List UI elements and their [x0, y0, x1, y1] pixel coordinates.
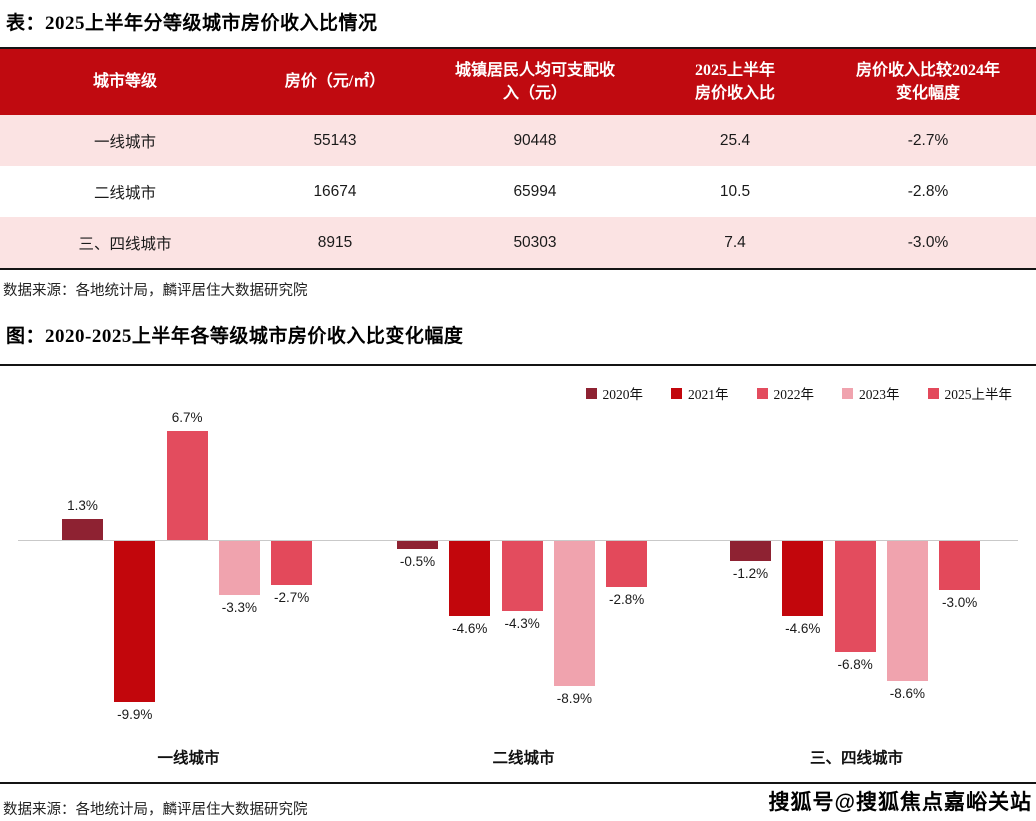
table-cell: 二线城市 [93, 184, 156, 202]
bar-2022年-二线城市 [501, 541, 543, 612]
legend-label: 2025上半年 [944, 387, 1013, 402]
table-cell: 三、四线城市 [78, 235, 172, 253]
bar-2020年-一线城市 [62, 518, 103, 540]
bar-chart-area: 2020年 2021年 2022年 2023年 2025上半年 1.3% -0.5% -1.… [0, 368, 1036, 782]
table-header-cell: 房价收入比较2024年 变化幅度 [820, 48, 1036, 115]
bar-2021年-二线城市 [449, 541, 491, 616]
legend-label: 2021年 [688, 387, 729, 402]
price-income-table: 城市等级 房价（元/㎡） 城镇居民人均可支配收 入（元） 2025上半年 房价收入比房… [0, 47, 1036, 270]
table-row: 二线城市 16674 65994 10.5 -2.8% [0, 166, 1036, 217]
bar-2021年-三、四线城市 [782, 541, 824, 616]
legend-label: 2020年 [602, 387, 644, 402]
table-cell: 65994 [513, 182, 557, 200]
legend-swatch [842, 387, 853, 399]
watermark-text: 搜狐号@搜狐焦点嘉峪关站 [768, 791, 1032, 814]
bar-value-label: -8.9% [556, 691, 593, 707]
bar-value-label: -2.7% [274, 590, 310, 605]
bar-value-label: -6.8% [837, 656, 873, 672]
table-row: 一线城市 55143 90448 25.4 -2.7% [0, 115, 1036, 166]
bar-2025上半年-一线城市 [271, 541, 313, 585]
table-cell: 16674 [313, 182, 357, 200]
legend-item: 2025上半年 [927, 383, 1013, 403]
bar-value-label: -2.8% [609, 591, 645, 607]
table-header-cell: 2025上半年 房价收入比 [650, 48, 820, 115]
chart-source-note: 数据来源：各地统计局，麟评居住大数据研究院 [3, 802, 308, 818]
bar-value-label: -4.6% [785, 620, 821, 636]
bar-2023年-一线城市 [218, 541, 260, 595]
category-label: 三、四线城市 [809, 750, 903, 767]
bar-value-label: 6.7% [171, 409, 203, 425]
table-cell: 90448 [513, 131, 557, 149]
bar-2020年-三、四线城市 [730, 541, 771, 561]
bar-value-label: -0.5% [399, 554, 436, 570]
legend-swatch [756, 387, 768, 399]
bar-value-label: -8.6% [889, 686, 926, 702]
bar-2022年-三、四线城市 [834, 541, 876, 652]
bar-value-label: -4.6% [452, 620, 488, 636]
table-cell: -3.0% [907, 233, 949, 251]
legend-swatch [585, 387, 597, 399]
table-header-cell: 城镇居民人均可支配收 入（元） [420, 48, 650, 115]
table-cell: 7.4 [724, 233, 746, 251]
legend-swatch [927, 387, 939, 399]
bar-2020年-二线城市 [397, 541, 438, 550]
bar-value-label: -3.0% [942, 594, 978, 610]
legend-item: 2021年 [671, 383, 729, 403]
bar-value-label: -3.3% [221, 599, 258, 615]
chart-legend: 2020年 2021年 2022年 2023年 2025上半年 [585, 383, 1013, 403]
legend-label: 2022年 [773, 387, 815, 402]
legend-swatch [671, 387, 682, 399]
legend-item: 2022年 [756, 383, 815, 403]
category-label: 一线城市 [157, 750, 220, 767]
bar-2023年-二线城市 [553, 541, 595, 687]
bar-2025上半年-三、四线城市 [939, 541, 981, 590]
table-cell: 50303 [513, 233, 557, 251]
category-label: 二线城市 [492, 750, 555, 767]
table-cell: 一线城市 [93, 133, 156, 151]
chart-title: 图：2020-2025上半年各等级城市房价收入比变化幅度 [6, 326, 464, 347]
table-header-cell: 城市等级 [0, 48, 250, 115]
bar-2021年-一线城市 [114, 541, 156, 703]
bottom-divider-line [0, 782, 1036, 784]
table-header: 城市等级 房价（元/㎡） 城镇居民人均可支配收 入（元） 2025上半年 房价收入比房… [0, 48, 1036, 115]
bar-value-label: -4.3% [504, 616, 540, 632]
table-cell: 55143 [313, 131, 357, 149]
legend-item: 2023年 [842, 383, 900, 403]
table-cell: -2.8% [907, 182, 949, 200]
table-source-note: 数据来源：各地统计局，麟评居住大数据研究院 [3, 283, 308, 299]
table-cell: 25.4 [719, 131, 751, 149]
top-divider-line [0, 364, 1036, 366]
bar-value-label: 1.3% [67, 497, 98, 513]
table-cell: 8915 [317, 233, 353, 251]
table-cell: 10.5 [719, 182, 751, 200]
bar-2023年-三、四线城市 [886, 541, 928, 682]
table-body: 一线城市 55143 90448 25.4 -2.7% 二线城市 16674 65994 10.… [0, 115, 1036, 269]
bar-value-label: -1.2% [732, 565, 769, 581]
bar-2022年-一线城市 [166, 430, 208, 540]
legend-item: 2020年 [585, 383, 644, 403]
bar-value-label: -9.9% [117, 707, 153, 723]
table-header-cell: 房价（元/㎡） [250, 48, 420, 115]
bar-2025上半年-二线城市 [606, 541, 648, 587]
table-cell: -2.7% [907, 131, 949, 149]
table-row: 三、四线城市 8915 50303 7.4 -3.0% [0, 217, 1036, 269]
zero-axis-line [18, 540, 1018, 541]
legend-label: 2023年 [859, 387, 900, 402]
table-title: 表：2025上半年分等级城市房价收入比情况 [6, 13, 378, 34]
